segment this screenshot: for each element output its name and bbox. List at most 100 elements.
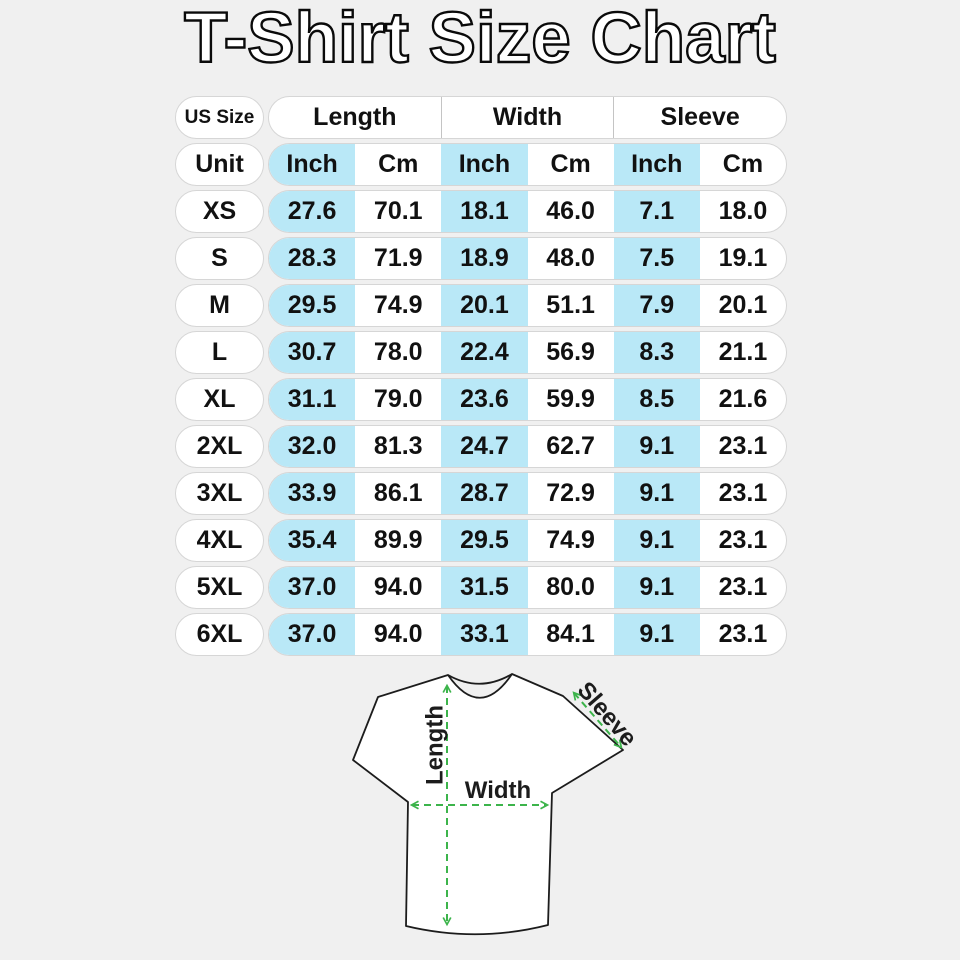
length-label: Length bbox=[421, 705, 448, 785]
size-label: XL bbox=[175, 378, 264, 421]
table-row: L 30.7 78.0 22.4 56.9 8.3 21.1 bbox=[175, 331, 787, 374]
value-cell: 20.1 bbox=[718, 291, 768, 319]
value-cell: 18.0 bbox=[718, 197, 768, 225]
value-cell: 94.0 bbox=[373, 620, 423, 648]
value-cell: 23.1 bbox=[718, 620, 768, 648]
value-cell: 7.9 bbox=[613, 285, 700, 326]
row-cells: 37.0 94.0 31.5 80.0 9.1 23.1 bbox=[268, 566, 787, 609]
row-cells: 31.1 79.0 23.6 59.9 8.5 21.6 bbox=[268, 378, 787, 421]
value-cell: 59.9 bbox=[546, 385, 595, 413]
value-cell: 89.9 bbox=[373, 526, 423, 554]
table-row: Unit Inch Cm Inch Cm Inch Cm bbox=[175, 143, 787, 186]
value-cell: 22.4 bbox=[441, 332, 528, 373]
value-cell: 74.9 bbox=[373, 291, 423, 319]
value-cell: 74.9 bbox=[546, 526, 595, 554]
size-chart-table: US Size Length Width Sleeve Unit Inch Cm Inch Cm… bbox=[175, 96, 787, 660]
value-cell: 9.1 bbox=[613, 614, 700, 655]
value-cell: 79.0 bbox=[373, 385, 423, 413]
value-cell: 18.1 bbox=[441, 191, 528, 232]
table-row: S 28.3 71.9 18.9 48.0 7.5 19.1 bbox=[175, 237, 787, 280]
value-cell: 78.0 bbox=[373, 338, 423, 366]
row-cells: Inch Cm Inch Cm Inch Cm bbox=[268, 143, 787, 186]
table-row: US Size Length Width Sleeve bbox=[175, 96, 787, 139]
value-cell: 24.7 bbox=[441, 426, 528, 467]
value-cell: 23.1 bbox=[718, 573, 768, 601]
row-cells: 27.6 70.1 18.1 46.0 7.1 18.0 bbox=[268, 190, 787, 233]
value-cell: 33.9 bbox=[269, 473, 356, 514]
unit-cell: Inch bbox=[441, 144, 528, 185]
page-title: T-Shirt Size Chart bbox=[183, 0, 777, 78]
unit-cell: Cm bbox=[378, 150, 419, 178]
group-header-length: Length bbox=[313, 103, 397, 131]
value-cell: 29.5 bbox=[269, 285, 356, 326]
size-label: XS bbox=[175, 190, 264, 233]
value-cell: 70.1 bbox=[373, 197, 423, 225]
size-label: M bbox=[175, 284, 264, 327]
value-cell: 86.1 bbox=[373, 479, 423, 507]
row-cells: 29.5 74.9 20.1 51.1 7.9 20.1 bbox=[268, 284, 787, 327]
value-cell: 62.7 bbox=[546, 432, 595, 460]
size-label: 3XL bbox=[175, 472, 264, 515]
value-cell: 46.0 bbox=[546, 197, 595, 225]
table-row: 4XL 35.4 89.9 29.5 74.9 9.1 23.1 bbox=[175, 519, 787, 562]
table-row: XS 27.6 70.1 18.1 46.0 7.1 18.0 bbox=[175, 190, 787, 233]
value-cell: 27.6 bbox=[269, 191, 356, 232]
size-label: S bbox=[175, 237, 264, 280]
value-cell: 9.1 bbox=[613, 567, 700, 608]
value-cell: 23.1 bbox=[718, 479, 768, 507]
unit-cell: Cm bbox=[722, 150, 764, 178]
row-cells: 33.9 86.1 28.7 72.9 9.1 23.1 bbox=[268, 472, 787, 515]
value-cell: 35.4 bbox=[269, 520, 356, 561]
value-cell: 51.1 bbox=[546, 291, 595, 319]
width-label: Width bbox=[465, 777, 531, 804]
value-cell: 23.1 bbox=[718, 526, 768, 554]
value-cell: 31.1 bbox=[269, 379, 356, 420]
table-row: M 29.5 74.9 20.1 51.1 7.9 20.1 bbox=[175, 284, 787, 327]
value-cell: 7.5 bbox=[613, 238, 700, 279]
size-label: L bbox=[175, 331, 264, 374]
value-cell: 56.9 bbox=[546, 338, 595, 366]
table-row: 2XL 32.0 81.3 24.7 62.7 9.1 23.1 bbox=[175, 425, 787, 468]
row-cells: 32.0 81.3 24.7 62.7 9.1 23.1 bbox=[268, 425, 787, 468]
tshirt-measurement-diagram: Length Width Sleeve bbox=[352, 673, 640, 936]
size-label: 4XL bbox=[175, 519, 264, 562]
value-cell: 9.1 bbox=[613, 426, 700, 467]
value-cell: 37.0 bbox=[269, 614, 356, 655]
group-header-width: Width bbox=[440, 97, 614, 138]
value-cell: 18.9 bbox=[441, 238, 528, 279]
value-cell: 30.7 bbox=[269, 332, 356, 373]
row-cells: 30.7 78.0 22.4 56.9 8.3 21.1 bbox=[268, 331, 787, 374]
value-cell: 32.0 bbox=[269, 426, 356, 467]
unit-cell: Inch bbox=[269, 144, 356, 185]
value-cell: 7.1 bbox=[613, 191, 700, 232]
row-cells: Length Width Sleeve bbox=[268, 96, 787, 139]
value-cell: 31.5 bbox=[441, 567, 528, 608]
size-label: 2XL bbox=[175, 425, 264, 468]
row-cells: 37.0 94.0 33.1 84.1 9.1 23.1 bbox=[268, 613, 787, 656]
value-cell: 20.1 bbox=[441, 285, 528, 326]
size-label: 6XL bbox=[175, 613, 264, 656]
unit-header: Unit bbox=[175, 143, 264, 186]
value-cell: 28.7 bbox=[441, 473, 528, 514]
value-cell: 23.6 bbox=[441, 379, 528, 420]
table-row: 6XL 37.0 94.0 33.1 84.1 9.1 23.1 bbox=[175, 613, 787, 656]
value-cell: 29.5 bbox=[441, 520, 528, 561]
value-cell: 84.1 bbox=[546, 620, 595, 648]
value-cell: 28.3 bbox=[269, 238, 356, 279]
table-row: 5XL 37.0 94.0 31.5 80.0 9.1 23.1 bbox=[175, 566, 787, 609]
row-cells: 28.3 71.9 18.9 48.0 7.5 19.1 bbox=[268, 237, 787, 280]
row-cells: 35.4 89.9 29.5 74.9 9.1 23.1 bbox=[268, 519, 787, 562]
value-cell: 19.1 bbox=[718, 244, 768, 272]
table-row: XL 31.1 79.0 23.6 59.9 8.5 21.6 bbox=[175, 378, 787, 421]
value-cell: 9.1 bbox=[613, 520, 700, 561]
value-cell: 9.1 bbox=[613, 473, 700, 514]
value-cell: 21.6 bbox=[718, 385, 768, 413]
value-cell: 48.0 bbox=[546, 244, 595, 272]
value-cell: 8.5 bbox=[613, 379, 700, 420]
value-cell: 81.3 bbox=[373, 432, 423, 460]
value-cell: 71.9 bbox=[373, 244, 423, 272]
us-size-header: US Size bbox=[175, 96, 264, 139]
group-header-sleeve: Sleeve bbox=[613, 97, 786, 138]
value-cell: 37.0 bbox=[269, 567, 356, 608]
value-cell: 94.0 bbox=[373, 573, 423, 601]
